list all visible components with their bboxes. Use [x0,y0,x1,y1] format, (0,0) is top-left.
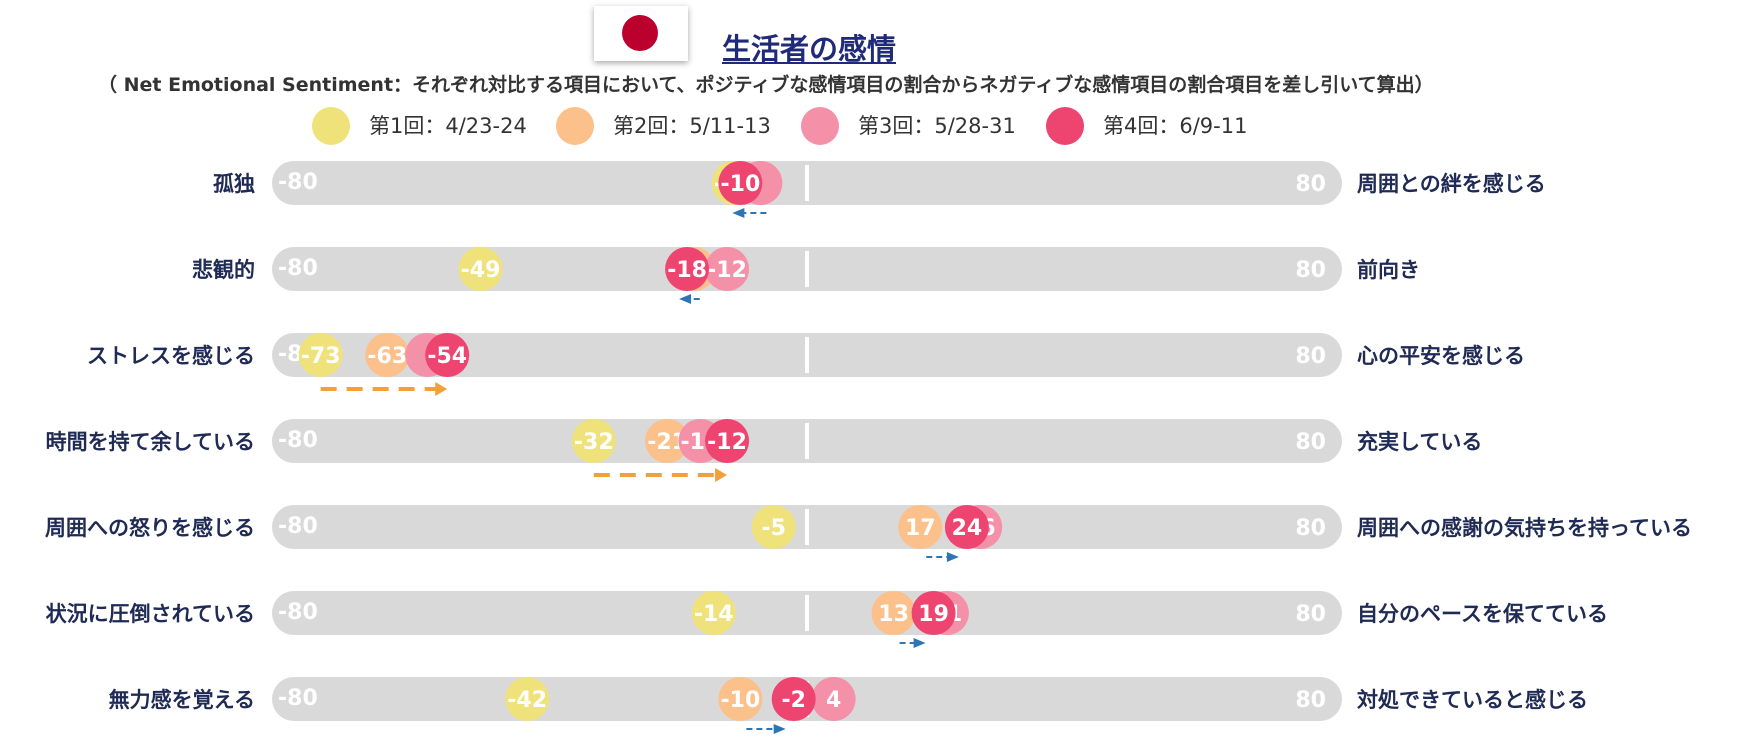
data-point [705,419,750,463]
row-right-label: 対処できていると感じる [1357,688,1588,712]
legend: 第1回：4/23-24 第2回：5/11-13 第3回：5/28-31 第4回：6/9… [312,107,1247,145]
data-point [944,505,989,549]
data-label: -73 [301,344,341,369]
trend-arrow-head [679,294,692,304]
chart-title: 生活者の感情 [722,32,897,66]
row-left-label: 孤独 [213,172,255,196]
data-label: 13 [878,602,909,627]
trend-arrow-head [773,724,786,734]
data-label: -2 [781,688,805,713]
row-right-label: 周囲との絆を感じる [1357,172,1546,196]
chart-row: 時間を持て余している -80 80-32 -21-16-12 充実している [46,419,1482,482]
trend-arrow-head [946,552,959,562]
axis-min-label: -80 [278,514,318,539]
axis-max-label: 80 [1295,688,1326,713]
data-label: -49 [461,258,501,283]
trend-arrow-head [732,208,745,218]
data-label: -12 [707,258,747,283]
legend-label: 第1回：4/23-24 [369,114,527,138]
data-point [691,591,736,635]
data-point [871,591,916,635]
data-point [571,419,616,463]
data-point [645,419,690,463]
row-left-label: ストレスを感じる [87,344,255,368]
legend-marker [1046,107,1084,145]
axis-max-label: 80 [1295,172,1326,197]
row-left-label: 状況に圧倒されている [46,602,255,626]
japan-flag-icon [594,6,688,61]
data-point [751,505,796,549]
data-label: 19 [918,602,949,627]
data-point [811,677,856,721]
chart-rows: 孤独-8080-11-7-10周囲との絆を感じる悲観的-8080-49-17-1… [45,161,1692,734]
data-label: -10 [721,688,761,713]
data-point [365,333,410,377]
legend-label: 第4回：6/9-11 [1103,114,1247,138]
axis-min-label: -80 [278,686,318,711]
row-right-label: 充実している [1357,430,1482,454]
data-label: -14 [694,602,734,627]
data-point [911,591,956,635]
axis-max-label: 80 [1295,430,1326,455]
data-point [458,247,503,291]
legend-label: 第3回：5/28-31 [858,114,1016,138]
row-right-label: 周囲への感謝の気持ちを持っている [1357,516,1692,540]
row-left-label: 周囲への怒りを感じる [45,516,255,540]
axis-min-label: -80 [278,256,318,281]
row-right-label: 自分のペースを保てている [1357,602,1608,626]
row-left-label: 時間を持て余している [46,430,255,454]
axis-min-label: -80 [278,428,318,453]
data-point [705,247,750,291]
legend-marker [801,107,839,145]
data-point [771,677,816,721]
data-label: 4 [826,688,841,713]
axis-min-label: -80 [278,170,318,195]
axis-max-label: 80 [1295,258,1326,283]
data-label: -32 [574,430,614,455]
axis-max-label: 80 [1295,516,1326,541]
data-label: -63 [367,344,407,369]
data-label: -5 [761,516,785,541]
legend-label: 第2回：5/11-13 [613,114,771,138]
data-label: -18 [667,258,707,283]
row-left-label: 悲観的 [192,258,255,282]
trend-arrow-head [435,382,448,396]
data-point [718,677,763,721]
data-label: 17 [905,516,936,541]
chart-subtitle: （ Net Emotional Sentiment：それぞれ対比する項目において… [98,74,1434,96]
data-point [425,333,470,377]
data-label: -10 [721,172,761,197]
row-right-label: 心の平安を感じる [1357,344,1525,368]
axis-min-label: -80 [278,600,318,625]
data-label: -42 [507,688,547,713]
data-point [898,505,943,549]
axis-max-label: 80 [1295,344,1326,369]
row-right-label: 前向き [1357,258,1420,282]
legend-marker [312,107,350,145]
axis-max-label: 80 [1295,602,1326,627]
data-point [718,161,763,205]
row-left-label: 無力感を覚える [109,688,255,712]
data-label: -12 [707,430,747,455]
legend-marker [556,107,594,145]
trend-arrow-head [913,638,926,648]
data-label: 24 [952,516,983,541]
data-point [505,677,550,721]
chart-row: ストレスを感じる -80 80-73 -63 -54 心の平安を感じる [87,333,1525,396]
data-point [298,333,343,377]
data-label: -54 [427,344,467,369]
chart-row: 無力感を覚える -80 80 -42 -10 4 -2 対処できていると感じる [109,677,1588,734]
trend-arrow-head [715,468,728,482]
data-point [665,247,710,291]
